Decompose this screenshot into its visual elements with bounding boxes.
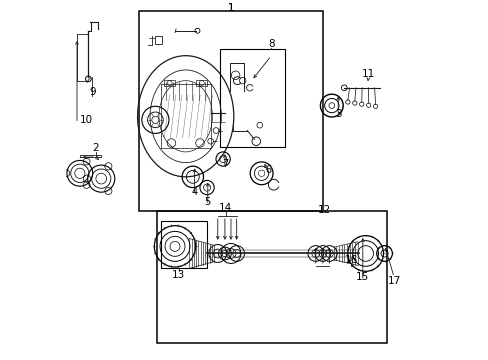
Bar [155, 36, 162, 44]
Bar [164, 80, 175, 86]
Text: 11: 11 [361, 68, 374, 78]
Bar [219, 49, 285, 147]
Text: 13: 13 [172, 270, 185, 280]
Text: 3: 3 [334, 109, 341, 120]
Text: 1: 1 [227, 3, 234, 13]
Text: 7: 7 [222, 159, 227, 170]
Text: 12: 12 [317, 204, 330, 215]
Text: 5: 5 [204, 197, 210, 207]
Bar [157, 211, 386, 343]
Text: 10: 10 [80, 115, 93, 125]
Bar [161, 221, 206, 268]
Bar [196, 80, 206, 86]
Bar [139, 11, 322, 211]
Text: 4: 4 [191, 187, 197, 197]
Text: 2: 2 [92, 143, 99, 153]
Text: 15: 15 [355, 273, 369, 282]
Text: 1: 1 [227, 3, 234, 13]
Text: 9: 9 [89, 87, 96, 97]
Text: 6: 6 [265, 165, 271, 175]
Text: 16: 16 [344, 255, 357, 265]
Text: 14: 14 [219, 203, 232, 213]
Text: 17: 17 [387, 276, 400, 286]
Text: 8: 8 [267, 39, 274, 49]
